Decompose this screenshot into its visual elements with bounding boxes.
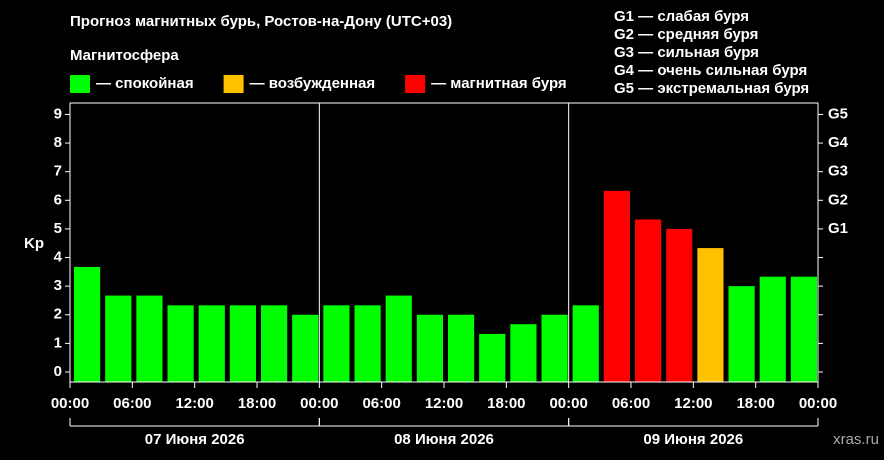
x-tick-label: 00:00 <box>799 395 837 412</box>
scale-note: G1 — слабая буря <box>614 8 749 25</box>
y2-tick-label: G4 <box>828 134 849 151</box>
y-axis-label: Kp <box>24 235 44 252</box>
bar <box>697 248 724 382</box>
y-tick-label: 7 <box>54 163 62 180</box>
y2-tick-label: G5 <box>828 105 848 122</box>
bar <box>136 295 163 382</box>
y2-tick-label: G1 <box>828 220 848 237</box>
x-tick-label: 00:00 <box>300 395 338 412</box>
bar <box>385 295 412 382</box>
day-label: 08 Июня 2026 <box>394 431 494 448</box>
bar <box>74 266 101 382</box>
bar <box>728 286 755 382</box>
x-tick-label: 06:00 <box>612 395 650 412</box>
scale-note: G5 — экстремальная буря <box>614 80 809 97</box>
bar <box>323 305 350 382</box>
x-tick-label: 18:00 <box>487 395 525 412</box>
x-tick-label: 12:00 <box>674 395 712 412</box>
legend-swatch <box>405 75 426 93</box>
x-tick-label: 00:00 <box>51 395 89 412</box>
legend-label: — магнитная буря <box>431 75 567 92</box>
x-tick-label: 18:00 <box>238 395 276 412</box>
scale-note: G2 — средняя буря <box>614 26 758 43</box>
x-tick-label: 06:00 <box>362 395 400 412</box>
bar <box>167 305 194 382</box>
scale-note: G3 — сильная буря <box>614 44 759 61</box>
legend-label: — спокойная <box>96 75 194 92</box>
watermark: xras.ru <box>833 431 879 448</box>
legend-swatch <box>70 75 90 93</box>
day-label: 07 Июня 2026 <box>145 431 245 448</box>
bar <box>448 314 475 382</box>
y2-tick-label: G2 <box>828 191 848 208</box>
chart-title: Прогноз магнитных бурь, Ростов-на-Дону (… <box>70 13 452 30</box>
legend-label: — возбужденная <box>250 75 376 92</box>
day-label: 09 Июня 2026 <box>643 431 743 448</box>
bar <box>292 314 319 382</box>
bar <box>510 324 537 382</box>
y-tick-label: 2 <box>54 306 62 323</box>
bar <box>666 228 693 382</box>
bar <box>479 333 506 382</box>
x-tick-label: 06:00 <box>113 395 151 412</box>
y-tick-label: 1 <box>54 334 62 351</box>
legend-swatch <box>223 75 244 93</box>
bar <box>198 305 225 382</box>
y-tick-label: 9 <box>54 105 62 122</box>
y-tick-label: 8 <box>54 134 62 151</box>
x-tick-label: 12:00 <box>175 395 213 412</box>
bar <box>635 219 662 382</box>
y-tick-label: 5 <box>54 220 62 237</box>
bar <box>416 314 443 382</box>
scale-note: G4 — очень сильная буря <box>614 62 807 79</box>
x-tick-label: 12:00 <box>425 395 463 412</box>
bar <box>541 314 568 382</box>
bar <box>354 305 381 382</box>
y2-tick-label: G3 <box>828 163 848 180</box>
bar <box>229 305 256 382</box>
bar <box>261 305 288 382</box>
bar <box>603 190 630 382</box>
y-tick-label: 0 <box>54 363 62 380</box>
bar <box>105 295 132 382</box>
legend-title: Магнитосфера <box>70 47 179 64</box>
y-tick-label: 6 <box>54 191 62 208</box>
x-tick-label: 00:00 <box>549 395 587 412</box>
bar <box>572 305 599 382</box>
bar <box>759 276 786 382</box>
bar <box>790 276 817 382</box>
y-tick-label: 3 <box>54 277 62 294</box>
x-tick-label: 18:00 <box>736 395 774 412</box>
y-tick-label: 4 <box>54 248 63 265</box>
